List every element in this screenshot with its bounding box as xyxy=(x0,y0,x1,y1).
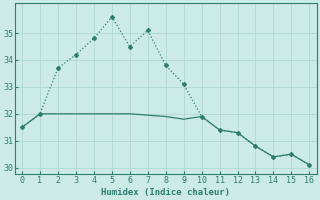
X-axis label: Humidex (Indice chaleur): Humidex (Indice chaleur) xyxy=(101,188,230,197)
